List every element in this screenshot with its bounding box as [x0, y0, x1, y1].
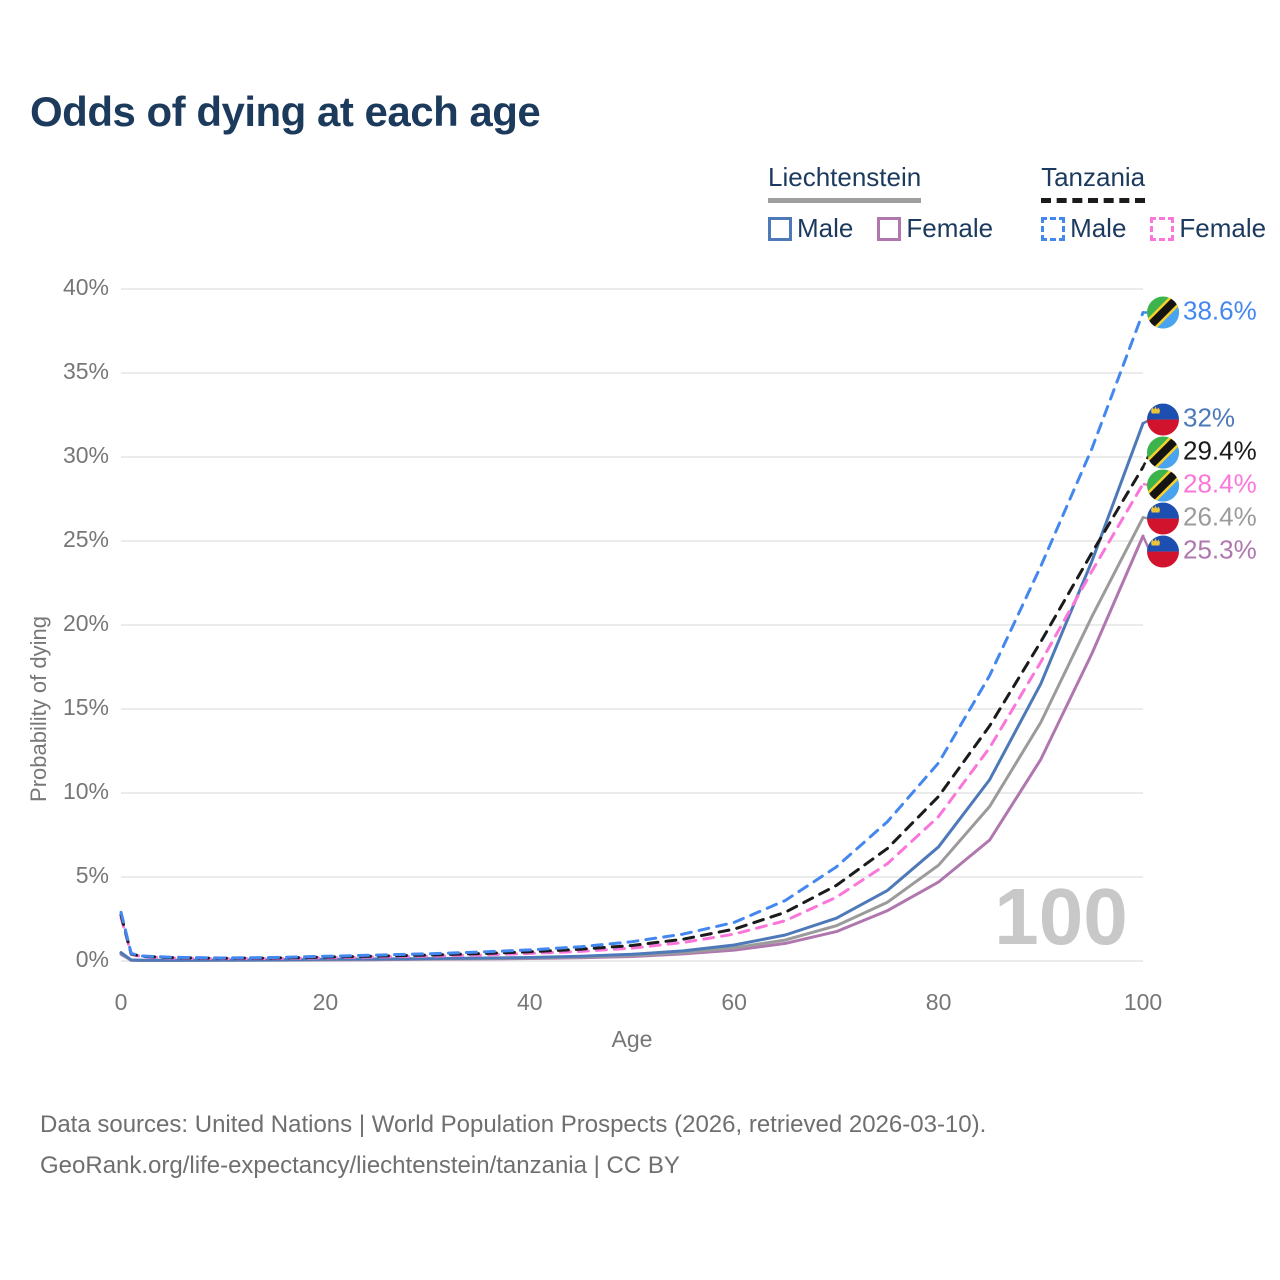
legend-header-tanzania[interactable]: Tanzania [1041, 162, 1146, 203]
end-label-value: 26.4% [1183, 501, 1257, 531]
x-axis-title: Age [612, 1026, 653, 1052]
series-line-tanzania-female[interactable] [119, 482, 1145, 961]
y-tick-label-30: 30% [63, 442, 109, 468]
tanzania-flag-icon [1147, 296, 1179, 329]
end-label-tanzania-female: 28.4% [1142, 468, 1257, 502]
x-tick-label-100: 100 [1124, 989, 1162, 1015]
tanzania-flag-icon [1147, 469, 1179, 502]
y-tick-label-15: 15% [63, 694, 109, 720]
legend-item-label: Female [1179, 213, 1267, 243]
footer-attribution: GeoRank.org/life-expectancy/liechtenstei… [40, 1152, 680, 1179]
legend-group-tanzania: Tanzania Male Female [1041, 162, 1266, 244]
series-line-liechtenstein-both[interactable] [119, 516, 1145, 962]
end-label-value: 29.4% [1183, 435, 1257, 465]
x-tick-label-0: 0 [115, 989, 128, 1015]
end-label-value: 28.4% [1183, 468, 1257, 498]
end-label-liechtenstein-female: 25.3% [1141, 534, 1257, 568]
tanzania-male-swatch-icon [1041, 216, 1066, 241]
y-tick-label-10: 10% [63, 778, 109, 804]
legend-group-liechtenstein: Liechtenstein Male Female [768, 162, 993, 244]
y-tick-label-20: 20% [63, 610, 109, 636]
series-line-liechtenstein-female[interactable] [119, 534, 1145, 962]
legend: Liechtenstein Male Female Tanzania Male [768, 162, 1266, 244]
end-label-tanzania-male: 38.6% [1143, 295, 1257, 329]
legend-item-tanzania-female[interactable]: Female [1150, 213, 1266, 244]
legend-item-tanzania-male[interactable]: Male [1041, 213, 1126, 244]
end-label-value: 32% [1183, 402, 1235, 432]
x-tick-label-80: 80 [926, 989, 952, 1015]
legend-item-label: Male [797, 213, 854, 243]
y-tick-label-5: 5% [76, 862, 109, 888]
tanzania-flag-icon [1147, 436, 1179, 469]
end-label-liechtenstein-both: 26.4% [1142, 501, 1257, 535]
y-tick-label-35: 35% [63, 358, 109, 384]
liechtenstein-female-swatch-icon [877, 216, 902, 241]
y-tick-label-0: 0% [76, 946, 109, 972]
series-line-tanzania-male[interactable] [119, 311, 1145, 960]
liechtenstein-flag-icon [1147, 535, 1179, 568]
legend-item-label: Male [1070, 213, 1127, 243]
y-axis-title: Probability of dying [26, 616, 51, 802]
end-label-value: 38.6% [1183, 295, 1257, 325]
legend-row-liechtenstein: Male Female [768, 213, 993, 244]
end-label-tanzania-both: 29.4% [1141, 435, 1257, 469]
y-tick-label-25: 25% [63, 526, 109, 552]
footer-data-sources: Data sources: United Nations | World Pop… [40, 1111, 987, 1138]
end-label-value: 25.3% [1183, 534, 1257, 564]
age-hover-watermark: 100 [994, 872, 1127, 961]
legend-item-label: Female [906, 213, 994, 243]
x-tick-label-20: 20 [313, 989, 339, 1015]
page-title: Odds of dying at each age [30, 88, 541, 135]
chart-footer: Data sources: United Nations | World Pop… [40, 1104, 986, 1186]
legend-item-liechtenstein-male[interactable]: Male [768, 213, 853, 244]
liechtenstein-male-swatch-icon [768, 216, 792, 241]
series-line-liechtenstein-male[interactable] [119, 421, 1145, 962]
y-tick-label-40: 40% [63, 274, 109, 300]
liechtenstein-flag-icon [1147, 502, 1179, 535]
tanzania-female-swatch-icon [1150, 216, 1175, 241]
legend-row-tanzania: Male Female [1041, 213, 1266, 244]
legend-header-liechtenstein[interactable]: Liechtenstein [768, 162, 922, 203]
liechtenstein-flag-icon [1147, 403, 1179, 436]
end-label-liechtenstein-male: 32% [1142, 402, 1235, 436]
x-tick-label-40: 40 [517, 989, 543, 1015]
x-tick-label-60: 60 [721, 989, 747, 1015]
legend-item-liechtenstein-female[interactable]: Female [877, 213, 993, 244]
